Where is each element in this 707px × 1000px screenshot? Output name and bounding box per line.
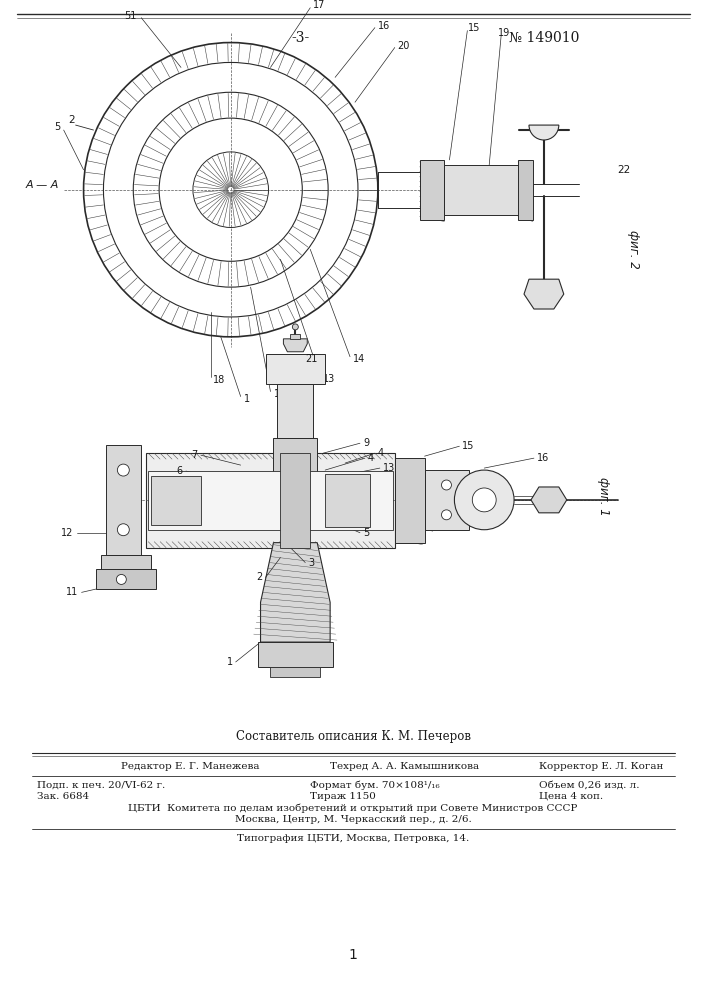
Circle shape <box>117 574 127 584</box>
Bar <box>271 667 320 677</box>
Text: 15: 15 <box>468 23 481 33</box>
Text: ЦБТИ  Комитета по делам изобретений и открытий при Совете Министров СССР: ЦБТИ Комитета по делам изобретений и отк… <box>128 803 578 813</box>
Text: 16: 16 <box>378 21 390 31</box>
Bar <box>146 453 395 548</box>
Text: фиг. 2: фиг. 2 <box>627 230 640 269</box>
Text: Корректор Е. Л. Коган: Корректор Е. Л. Коган <box>539 762 663 771</box>
Text: 1: 1 <box>349 948 358 962</box>
Circle shape <box>117 524 129 536</box>
Text: 20: 20 <box>398 41 410 51</box>
Text: Зак. 6684: Зак. 6684 <box>37 792 89 801</box>
Text: 5: 5 <box>363 528 369 538</box>
Text: -3-: -3- <box>291 31 310 45</box>
Text: № 149010: № 149010 <box>509 31 579 45</box>
Bar <box>266 354 325 384</box>
Text: Редактор Е. Г. Манежева: Редактор Е. Г. Манежева <box>122 762 260 771</box>
Bar <box>274 438 317 478</box>
Text: Москва, Центр, М. Черкасский пер., д. 2/6.: Москва, Центр, М. Черкасский пер., д. 2/… <box>235 815 472 824</box>
Text: 10: 10 <box>274 389 286 399</box>
Bar <box>325 474 370 527</box>
Text: Объем 0,26 изд. л.: Объем 0,26 изд. л. <box>539 781 639 790</box>
Text: A — A: A — A <box>25 180 59 190</box>
Text: Составитель описания К. М. Печеров: Составитель описания К. М. Печеров <box>235 730 470 743</box>
Text: 17: 17 <box>313 0 326 10</box>
Text: 18: 18 <box>213 375 225 385</box>
Bar <box>107 445 141 555</box>
Text: 3: 3 <box>308 558 315 568</box>
Text: 15: 15 <box>462 441 474 451</box>
Text: 13: 13 <box>382 463 395 473</box>
Text: Подп. к печ. 20/VI-62 г.: Подп. к печ. 20/VI-62 г. <box>37 781 165 790</box>
Text: 9: 9 <box>363 438 369 448</box>
Polygon shape <box>524 279 563 309</box>
Text: 16: 16 <box>537 453 549 463</box>
Polygon shape <box>284 339 308 352</box>
Bar <box>281 453 310 548</box>
Text: 4: 4 <box>378 448 384 458</box>
Bar <box>257 642 333 667</box>
Text: 51: 51 <box>124 11 136 21</box>
Bar <box>420 160 445 220</box>
Text: 2: 2 <box>69 115 75 125</box>
Text: 2: 2 <box>256 572 262 582</box>
Text: 12: 12 <box>62 528 74 538</box>
Text: фиг. 1: фиг. 1 <box>597 477 610 515</box>
Circle shape <box>472 488 496 512</box>
Text: 14: 14 <box>353 354 366 364</box>
Text: 13: 13 <box>323 374 335 384</box>
Text: 6: 6 <box>177 466 183 476</box>
Text: Цена 4 коп.: Цена 4 коп. <box>539 792 603 801</box>
Bar <box>102 555 151 574</box>
Polygon shape <box>261 543 330 642</box>
Bar <box>291 334 300 339</box>
Bar <box>277 384 313 438</box>
Bar <box>151 476 201 525</box>
Circle shape <box>441 480 452 490</box>
Text: Тираж 1150: Тираж 1150 <box>310 792 376 801</box>
Text: Техред А. А. Камышникова: Техред А. А. Камышникова <box>330 762 479 771</box>
Circle shape <box>441 510 452 520</box>
Text: 5: 5 <box>54 122 61 132</box>
Circle shape <box>117 464 129 476</box>
Circle shape <box>455 470 514 530</box>
Bar <box>395 458 425 543</box>
Text: 4: 4 <box>368 453 374 463</box>
Text: Формат бум. 70×108¹/₁₆: Формат бум. 70×108¹/₁₆ <box>310 780 440 790</box>
Text: 7: 7 <box>192 450 198 460</box>
Bar <box>518 160 533 220</box>
Text: Типография ЦБТИ, Москва, Петровка, 14.: Типография ЦБТИ, Москва, Петровка, 14. <box>237 834 469 843</box>
Polygon shape <box>531 487 567 513</box>
Text: 22: 22 <box>617 165 630 175</box>
Text: 1: 1 <box>244 394 250 404</box>
Bar <box>148 471 393 530</box>
Text: 1: 1 <box>226 657 233 667</box>
Text: 21: 21 <box>305 354 317 364</box>
Text: 19: 19 <box>498 28 510 38</box>
Bar <box>445 165 519 215</box>
Bar <box>425 470 469 530</box>
Text: 8: 8 <box>177 483 183 493</box>
Bar <box>96 569 156 589</box>
Wedge shape <box>529 125 559 140</box>
Circle shape <box>293 324 298 330</box>
Text: 11: 11 <box>66 587 78 597</box>
